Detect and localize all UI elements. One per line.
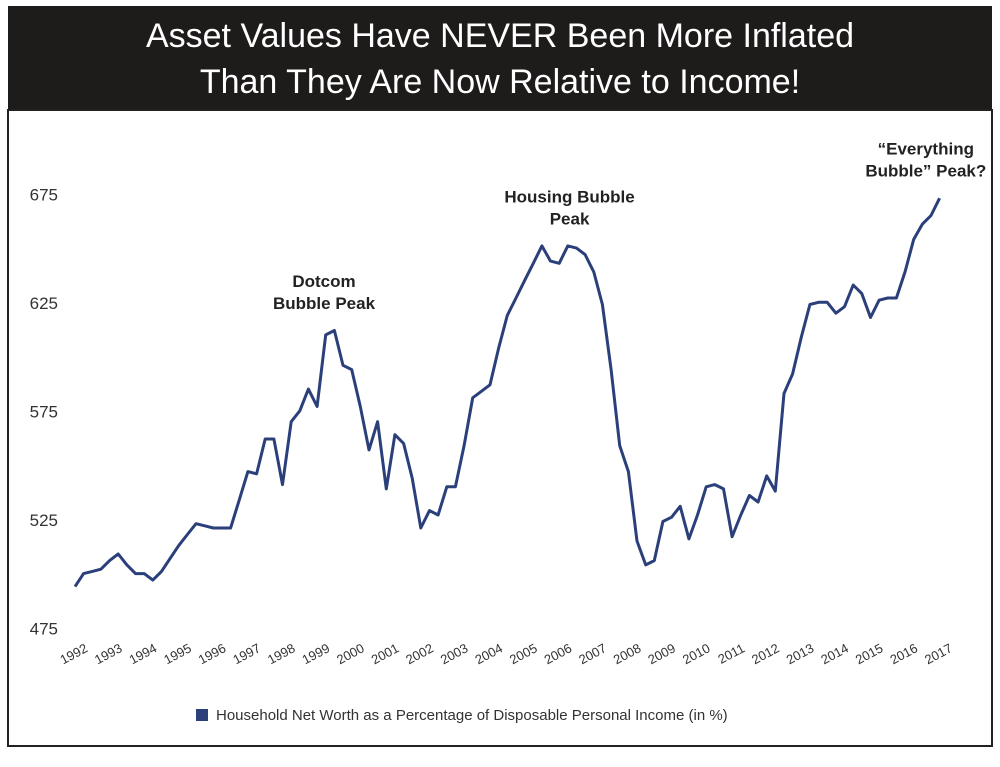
y-tick-label: 675	[30, 185, 58, 204]
legend-label: Household Net Worth as a Percentage of D…	[216, 707, 728, 724]
annotation: Housing Bubble	[504, 187, 634, 206]
frame	[7, 109, 993, 747]
annotation: Peak	[550, 209, 590, 228]
line-series	[73, 197, 941, 588]
y-tick-label: 525	[30, 511, 58, 530]
legend-swatch	[196, 709, 208, 721]
annotation: Dotcom	[292, 272, 355, 291]
y-tick-label: 575	[30, 402, 58, 421]
annotation: Bubble” Peak?	[865, 162, 986, 181]
annotation: “Everything	[878, 140, 974, 159]
chart-title: Asset Values Have NEVER Been More Inflat…	[146, 17, 854, 55]
y-tick-label: 625	[30, 294, 58, 313]
annotation: Bubble Peak	[273, 294, 376, 313]
y-tick-label: 475	[30, 619, 58, 638]
chart-title: Than They Are Now Relative to Income!	[200, 63, 800, 101]
title-band	[8, 6, 992, 110]
